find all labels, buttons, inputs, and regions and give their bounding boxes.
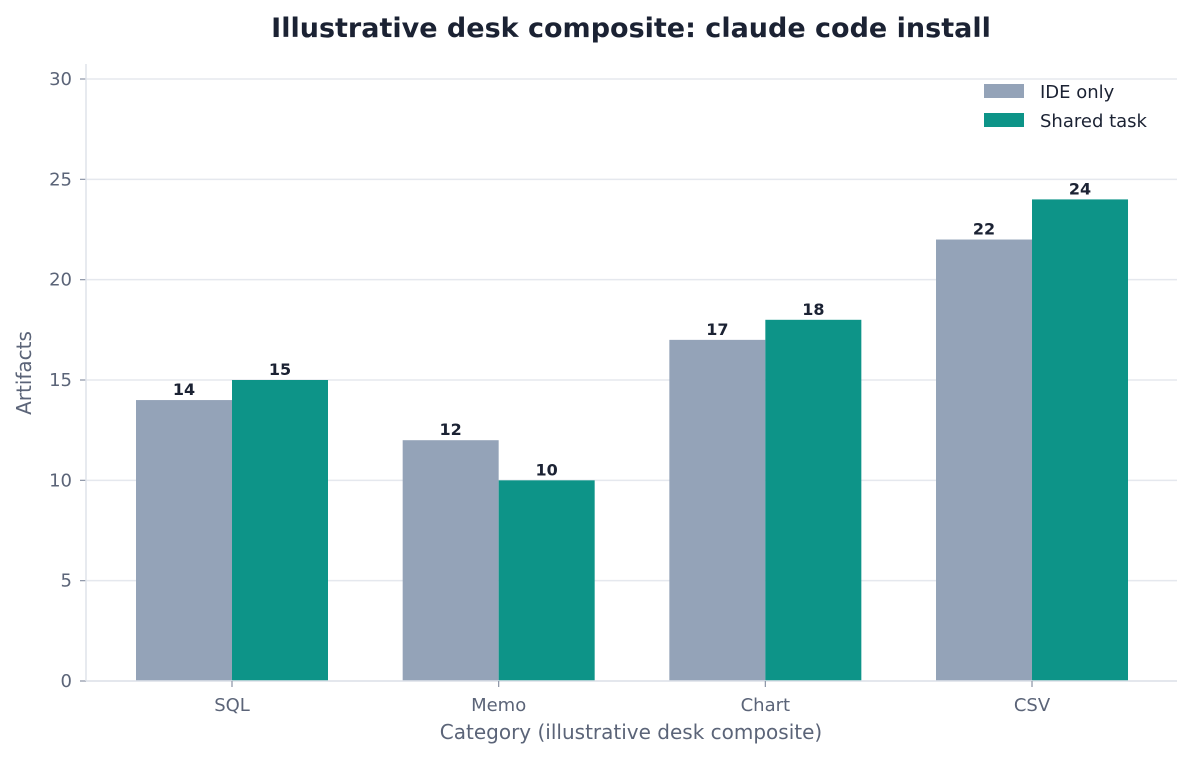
bar-memo-shared-task [498, 480, 595, 681]
y-tick-label: 25 [49, 169, 72, 190]
legend-label: Shared task [1040, 111, 1148, 132]
y-tick-label: 0 [61, 671, 72, 692]
bar-value-label: 22 [973, 220, 995, 239]
bar-sql-shared-task [232, 380, 328, 681]
y-axis-label: Artifacts [12, 331, 36, 415]
y-tick-label: 30 [49, 69, 72, 90]
x-tick-label: CSV [1014, 695, 1051, 716]
bar-value-label: 17 [706, 320, 728, 339]
chart-title: Illustrative desk composite: claude code… [271, 13, 991, 44]
x-tick-label: Memo [471, 695, 526, 716]
bar-csv-shared-task [1032, 199, 1129, 681]
x-axis-label: Category (illustrative desk composite) [440, 720, 822, 744]
y-tick-label: 10 [49, 470, 72, 491]
x-tick-label: Chart [741, 695, 790, 716]
y-tick-label: 20 [49, 270, 72, 291]
bar-value-label: 24 [1069, 179, 1091, 198]
bar-value-label: 12 [440, 420, 462, 439]
bar-csv-ide-only [936, 239, 1033, 682]
x-tick-label: SQL [214, 695, 250, 716]
bar-memo-ide-only [402, 440, 499, 681]
legend-swatch [984, 84, 1024, 98]
legend: IDE only Shared task [984, 82, 1148, 132]
bar-value-label: 14 [173, 380, 195, 399]
legend-swatch [984, 113, 1024, 127]
bar-chart-ide-only [669, 339, 766, 681]
legend-label: IDE only [1040, 82, 1115, 103]
bar-sql-ide-only [136, 400, 232, 681]
labels-layer: 14 15 12 10 17 18 22 24 [173, 179, 1091, 479]
axis-layer: 0 5 10 15 20 25 30 SQL Memo Chart CSV [49, 64, 1177, 716]
bar-chart-shared-task [765, 319, 862, 681]
bars-layer [136, 199, 1129, 682]
y-tick-label: 15 [49, 370, 72, 391]
y-tick-label: 5 [61, 571, 72, 592]
bar-value-label: 15 [269, 360, 291, 379]
bar-value-label: 18 [802, 300, 824, 319]
bar-value-label: 10 [536, 460, 558, 479]
